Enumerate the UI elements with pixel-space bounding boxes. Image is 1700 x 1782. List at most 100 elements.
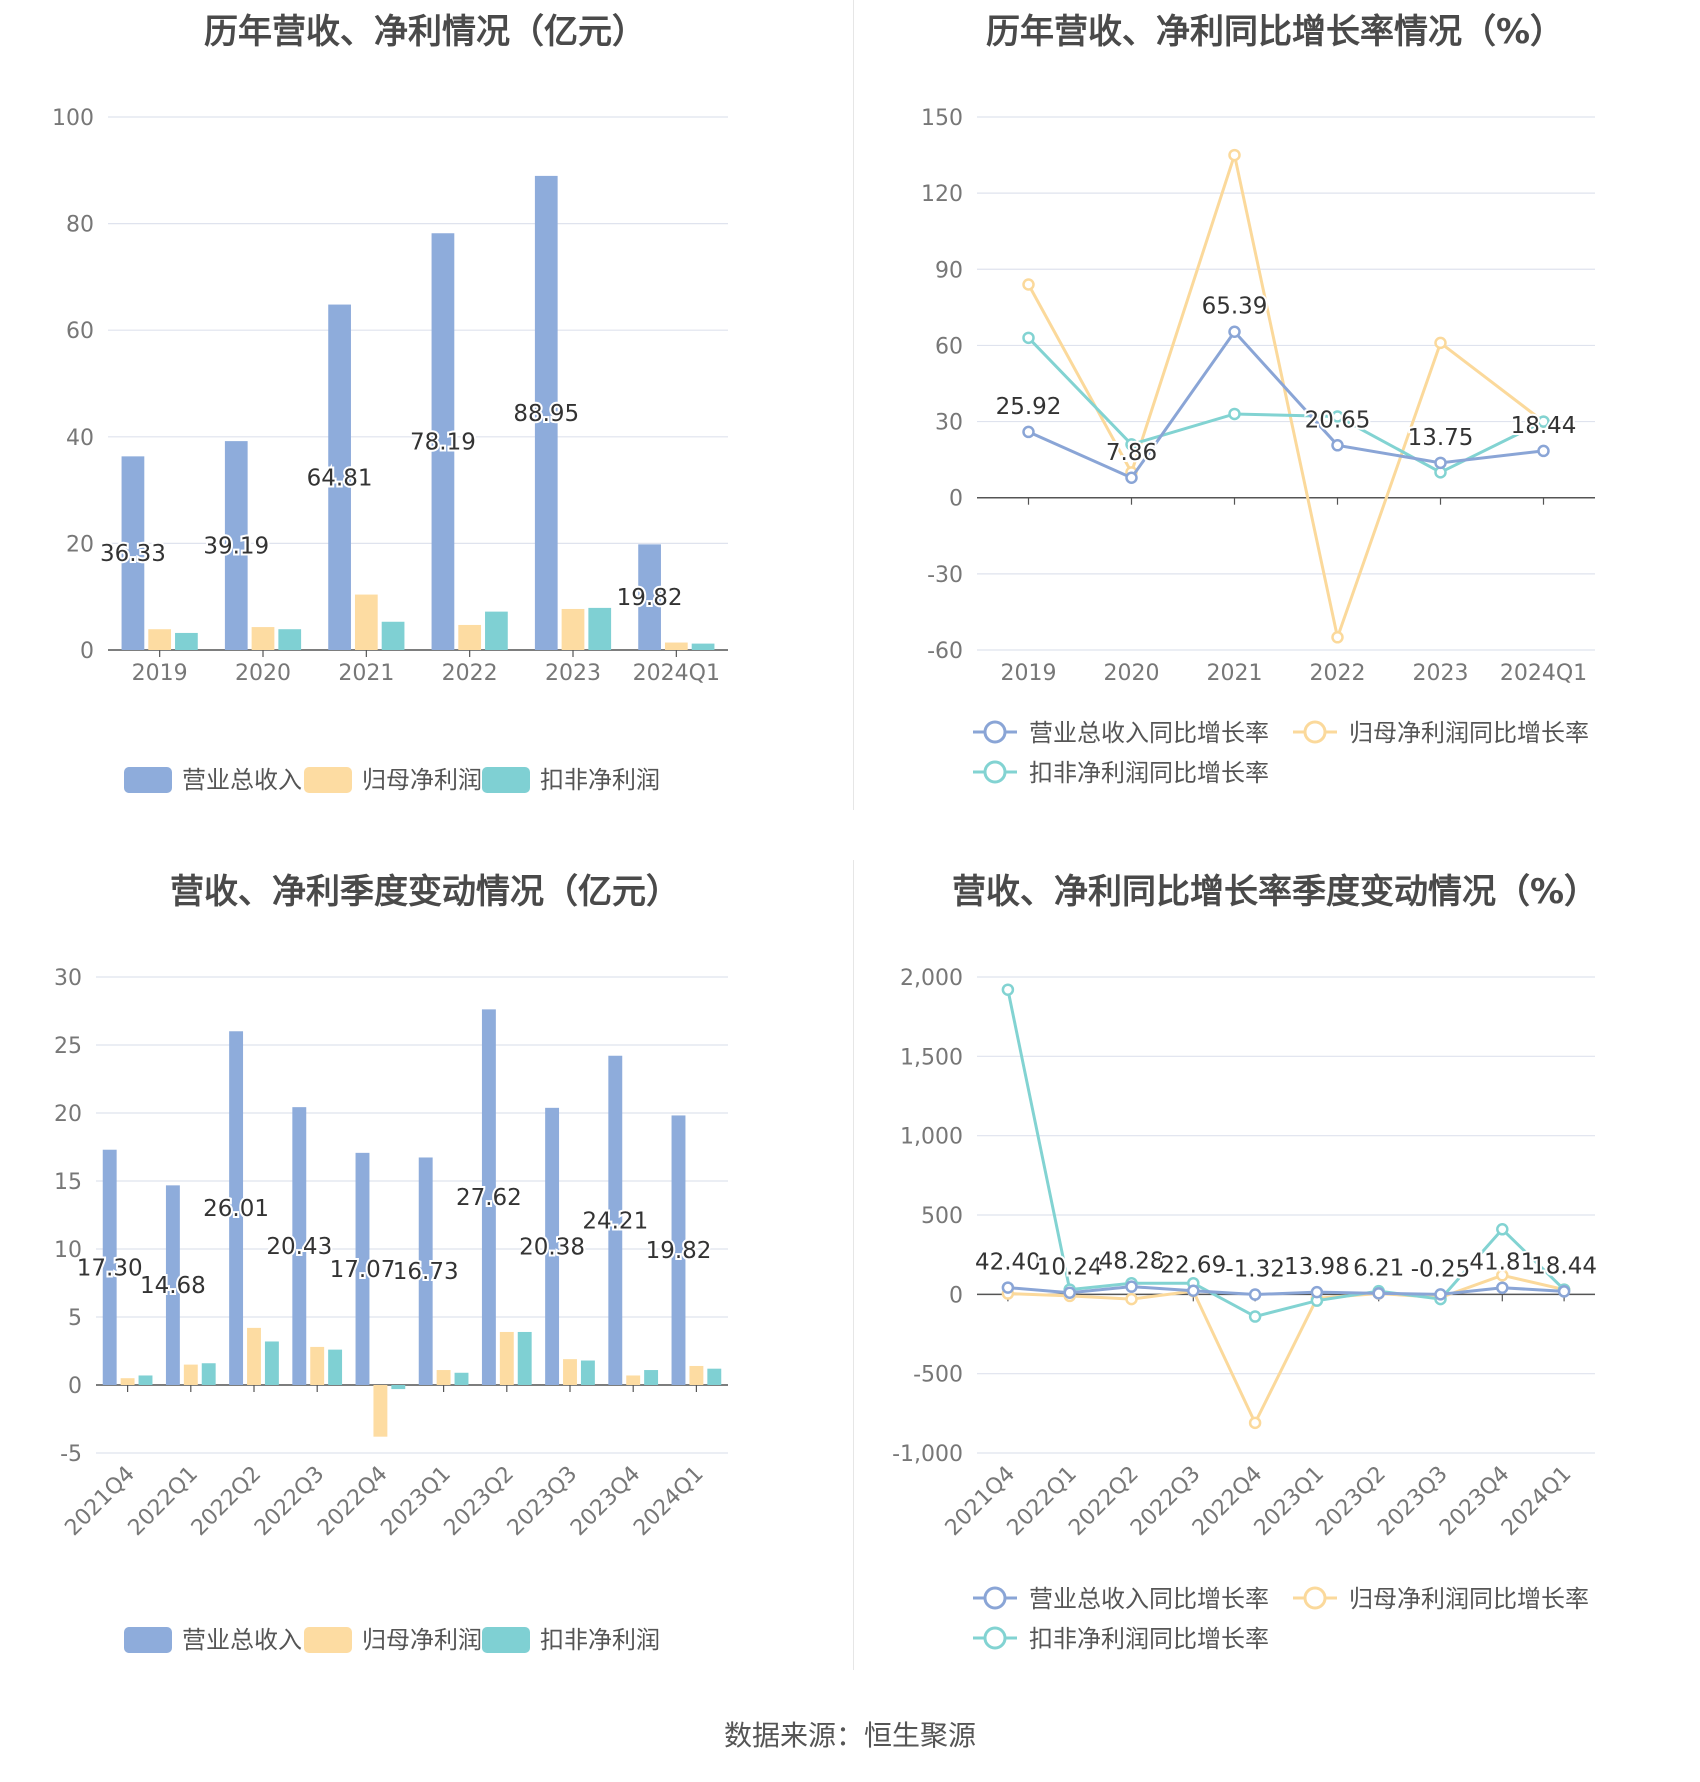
x-tick-label: 2023Q4 [566, 1462, 645, 1541]
legend-marker [1303, 720, 1327, 744]
series-point-1 [1228, 325, 1241, 338]
y-tick-label: 2,000 [900, 966, 963, 991]
x-tick-label: 2023Q1 [376, 1462, 455, 1541]
data-label: 24.21 [582, 1208, 648, 1234]
series-point-1 [1125, 1280, 1138, 1293]
legend-label: 扣非净利润同比增长率 [1029, 759, 1269, 787]
x-tick-label: 2024Q1 [629, 1462, 708, 1541]
quarterly-line-chart: -1,000-50005001,0001,5002,0002021Q42022Q… [892, 966, 1599, 1653]
legend-marker [983, 1626, 1007, 1650]
legend-swatch [482, 767, 530, 793]
y-tick-label: 60 [66, 319, 94, 344]
x-tick-label: 2024Q1 [633, 661, 720, 686]
bar-3 [175, 632, 198, 650]
series-point-1 [1248, 1288, 1262, 1301]
bar-2 [664, 642, 688, 650]
data-label: 18.44 [1511, 413, 1577, 439]
data-label: 17.30 [77, 1255, 143, 1281]
series-line-3 [1027, 336, 1545, 475]
bar-1 [229, 1031, 244, 1385]
x-tick-label: 2024Q1 [1497, 1462, 1576, 1541]
x-tick-label: 2021 [338, 661, 394, 686]
annual-bar-chart: 0 20 40 60 80 100 2019 2020 2021 2022 2023 2024Q1 36… [52, 106, 728, 794]
series-point-2 [1022, 278, 1035, 291]
y-tick-label: 150 [921, 106, 963, 131]
y-tick-label: 120 [921, 182, 963, 207]
chart-title: 营收、净利同比增长率季度变动情况（%） [951, 872, 1599, 912]
data-label: 16.73 [393, 1259, 459, 1285]
x-tick-label: 2023 [545, 661, 601, 686]
data-label: 25.92 [996, 394, 1062, 420]
series-point-1 [1022, 425, 1035, 439]
y-tick-label: 60 [935, 334, 963, 359]
bar-2 [310, 1346, 325, 1385]
legend-label: 营业总收入 [182, 1626, 302, 1654]
legend-marker [1303, 1586, 1327, 1610]
series-point-1 [1310, 1285, 1324, 1299]
series-point-2 [1248, 1416, 1262, 1430]
bar-1 [545, 1107, 560, 1385]
bar-1 [608, 1055, 623, 1385]
bar-2 [373, 1385, 388, 1437]
bar-2 [458, 624, 482, 650]
annual-line-chart: -60 -30 0 30 60 90 120 150 2019 2020 2021 2022 2023 2… [921, 106, 1595, 787]
data-label: 39.19 [203, 534, 269, 560]
bar-1 [102, 1149, 117, 1385]
bar-3 [138, 1375, 153, 1385]
bar-1 [165, 1185, 180, 1385]
series-point-1 [1125, 471, 1138, 485]
bar-1 [534, 175, 558, 651]
series-point-2 [1331, 631, 1344, 644]
legend-marker [983, 760, 1007, 784]
bar-2 [247, 1327, 261, 1385]
legend-marker [983, 1586, 1007, 1610]
series-point-1 [1331, 439, 1344, 452]
y-tick-label: 1,500 [900, 1045, 963, 1070]
bar-3 [644, 1370, 659, 1385]
y-tick-label: 0 [80, 639, 94, 664]
data-label: 7.86 [1106, 440, 1157, 466]
y-tick-label: 0 [949, 487, 963, 512]
x-tick-label: 2023 [1413, 661, 1469, 686]
data-label: 19.82 [646, 1238, 712, 1264]
bar-3 [707, 1368, 722, 1385]
data-label: 36.33 [100, 541, 166, 567]
chart-annual-growth: 历年营收、净利同比增长率情况（%） -60 -30 0 30 60 90 120 150 201… [850, 0, 1700, 850]
bar-3 [517, 1331, 532, 1385]
y-tick-label: -5 [60, 1442, 82, 1467]
y-tick-label: 90 [935, 258, 963, 283]
data-label: 18.44 [1531, 1253, 1597, 1279]
series-point-1 [1434, 1288, 1447, 1301]
legend-label: 归母净利润同比增长率 [1349, 719, 1589, 747]
bar-3 [201, 1363, 216, 1385]
x-tick-label: 2020 [1104, 661, 1160, 686]
bar-2 [183, 1364, 198, 1385]
x-tick-label: 2022 [442, 661, 498, 686]
data-label: 10.24 [1037, 1255, 1103, 1281]
x-tick-label: 2020 [235, 661, 291, 686]
y-tick-label: 5 [68, 1306, 82, 1331]
series-point-2 [1496, 1269, 1509, 1282]
legend-label: 扣非净利润同比增长率 [1029, 1625, 1269, 1653]
bar-3 [391, 1385, 406, 1390]
series-point-1 [1187, 1284, 1200, 1297]
data-label: 42.40 [975, 1250, 1041, 1276]
bar-2 [689, 1365, 704, 1385]
bar-2 [561, 608, 585, 650]
data-label: 20.38 [519, 1234, 585, 1260]
data-label: 13.98 [1284, 1254, 1350, 1280]
series-point-1 [1557, 1285, 1571, 1298]
bar-1 [418, 1157, 433, 1385]
chart-annual-revenue-profit: 历年营收、净利情况（亿元） 0 20 40 60 80 100 2019 2020 2021 20… [0, 0, 850, 850]
data-source: 数据来源：恒生聚源 [723, 1719, 976, 1752]
series-point-3 [1022, 331, 1035, 345]
y-tick-label: 30 [54, 966, 82, 991]
bar-2 [148, 629, 172, 650]
data-label: 64.81 [307, 465, 373, 491]
series-point-1 [1537, 444, 1550, 458]
series-point-1 [1063, 1286, 1076, 1299]
bar-1 [328, 304, 351, 650]
series-point-3 [1125, 438, 1138, 451]
series-point-2 [1125, 1292, 1138, 1306]
x-tick-label: 2019 [1001, 661, 1057, 686]
